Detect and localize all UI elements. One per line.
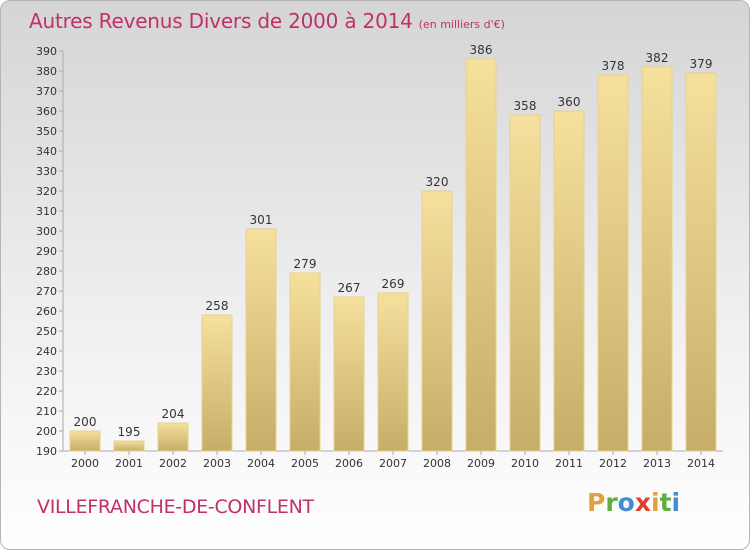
bar-2008 (421, 190, 453, 452)
bar-2006 (333, 296, 365, 452)
bar-2013 (641, 66, 673, 452)
y-tick-label: 270 (36, 285, 57, 298)
data-label: 204 (162, 407, 185, 421)
bar-2002 (157, 422, 189, 452)
logo-letter: t (659, 488, 672, 517)
bar-2009 (465, 58, 497, 452)
bar-2004 (245, 228, 277, 452)
y-tick-label: 280 (36, 265, 57, 278)
y-tick-label: 320 (36, 185, 57, 198)
y-tick-label: 210 (36, 405, 57, 418)
bar-2007 (377, 292, 409, 452)
data-label: 382 (646, 51, 669, 65)
x-tick-label: 2000 (71, 457, 99, 470)
x-tick-label: 2002 (159, 457, 187, 470)
data-label: 258 (206, 299, 229, 313)
logo-letter: r (605, 488, 618, 517)
bar-2005 (289, 272, 321, 452)
x-tick-label: 2005 (291, 457, 319, 470)
proxiti-logo: Proxiti (587, 488, 680, 517)
y-tick-label: 240 (36, 345, 57, 358)
x-tick-label: 2009 (467, 457, 495, 470)
data-label: 386 (470, 43, 493, 57)
logo-letter: x (634, 488, 651, 517)
y-axis-ticks: 190 200 210 220 230 240 250 260 270 280 290 300 310 3… (36, 45, 63, 458)
data-label: 269 (382, 277, 405, 291)
logo-letter: o (617, 488, 635, 517)
y-tick-label: 200 (36, 425, 57, 438)
y-tick-label: 310 (36, 205, 57, 218)
y-tick-label: 360 (36, 105, 57, 118)
data-label: 267 (338, 281, 361, 295)
data-label: 378 (602, 59, 625, 73)
data-label: 195 (118, 425, 141, 439)
x-tick-label: 2012 (599, 457, 627, 470)
y-tick-label: 370 (36, 85, 57, 98)
x-tick-label: 2007 (379, 457, 407, 470)
data-label: 358 (514, 99, 537, 113)
y-tick-label: 350 (36, 125, 57, 138)
x-tick-label: 2006 (335, 457, 363, 470)
x-tick-label: 2011 (555, 457, 583, 470)
y-tick-label: 190 (36, 445, 57, 458)
y-tick-label: 330 (36, 165, 57, 178)
x-tick-label: 2001 (115, 457, 143, 470)
logo-letter: i (671, 488, 681, 517)
bar-2003 (201, 314, 233, 452)
y-tick-label: 300 (36, 225, 57, 238)
y-tick-label: 230 (36, 365, 57, 378)
bar-2001 (113, 440, 145, 452)
chart-unit: (en milliers d'€) (418, 18, 505, 31)
y-tick-label: 290 (36, 245, 57, 258)
x-tick-label: 2014 (687, 457, 715, 470)
y-tick-label: 220 (36, 385, 57, 398)
commune-name: VILLEFRANCHE-DE-CONFLENT (37, 496, 314, 518)
title-block: Autres Revenus Divers de 2000 à 2014 (en … (29, 9, 505, 33)
data-label: 200 (74, 415, 97, 429)
bar-2014 (685, 72, 717, 452)
x-tick-label: 2013 (643, 457, 671, 470)
y-tick-label: 340 (36, 145, 57, 158)
data-label: 360 (558, 95, 581, 109)
y-tick-label: 390 (36, 45, 57, 58)
bar-2000 (69, 430, 101, 452)
y-tick-label: 380 (36, 65, 57, 78)
bar-2010 (509, 114, 541, 452)
x-axis-ticks: 2000 2001 2002 2003 2004 2005 2006 2007 2008 2009… (71, 451, 715, 470)
data-label: 320 (426, 175, 449, 189)
data-labels: 200 195 204 258 301 279 267 269 320 386 358 360 378 3… (74, 43, 713, 439)
data-label: 379 (690, 57, 713, 71)
logo-letter: P (587, 488, 606, 517)
y-tick-label: 250 (36, 325, 57, 338)
bars (69, 58, 717, 452)
x-tick-label: 2004 (247, 457, 275, 470)
bar-2011 (553, 110, 585, 452)
data-label: 279 (294, 257, 317, 271)
logo-letter: i (651, 488, 660, 517)
y-tick-label: 260 (36, 305, 57, 318)
x-tick-label: 2010 (511, 457, 539, 470)
data-label: 301 (250, 213, 273, 227)
bar-2012 (597, 74, 629, 452)
x-tick-label: 2003 (203, 457, 231, 470)
x-tick-label: 2008 (423, 457, 451, 470)
chart-title: Autres Revenus Divers de 2000 à 2014 (29, 9, 413, 33)
